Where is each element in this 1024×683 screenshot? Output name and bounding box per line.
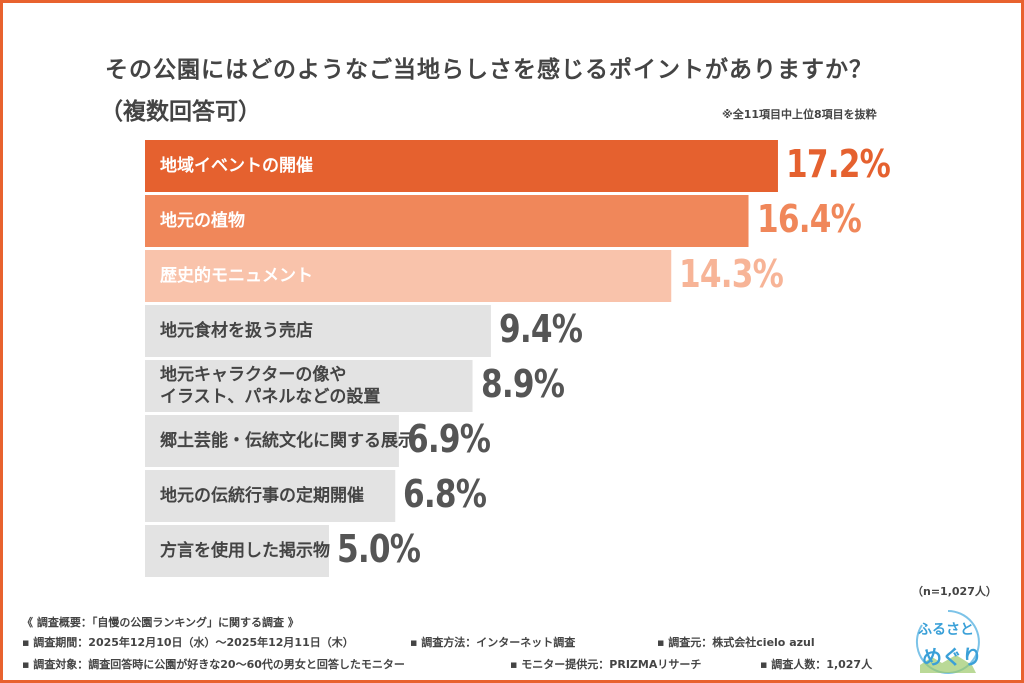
logo-text-2: めぐり [922, 645, 982, 669]
bar-2 [145, 250, 672, 302]
footer-source: ▪ 調査元：株式会社cielo azul [657, 636, 815, 649]
footer-target: ▪ 調査対象：調査回答時に公園が好きな20～60代の男女と回答したモニター [22, 658, 405, 671]
bar-7 [145, 525, 329, 577]
category-label: 地元の植物 [160, 211, 245, 231]
footer-heading: 《 調査概要：「自慢の公園ランキング」に関する調査 》 [22, 616, 299, 629]
value-label: 8.9% [480, 362, 565, 406]
bar-6 [145, 470, 396, 522]
footer-provider: ▪ モニター提供元：PRIZMAリサーチ [510, 658, 702, 671]
value-label: 16.4% [756, 197, 862, 241]
value-label: 17.2% [785, 142, 891, 186]
chart-subtitle: （複数回答可） [100, 99, 261, 125]
category-label: 地域イベントの開催 [160, 156, 313, 176]
sample-size: （n=1,027人） [912, 585, 997, 598]
category-label: 方言を使用した掲示物 [160, 541, 330, 561]
bar-1 [145, 195, 749, 247]
chart-title: その公園にはどのようなご当地らしさを感じるポイントがありますか？ [105, 57, 873, 83]
category-label: 歴史的モニュメント [160, 266, 313, 286]
value-label: 6.9% [406, 417, 491, 461]
value-label: 9.4% [498, 307, 583, 351]
footer-row-2: ▪ 調査対象：調査回答時に公園が好きな20～60代の男女と回答したモニター ▪ … [22, 656, 922, 671]
value-label: 14.3% [679, 252, 784, 296]
bar-3 [145, 305, 491, 357]
footer-period: ▪ 調査期間：2025年12月10日（水）～2025年12月11日（木） [22, 636, 354, 649]
logo-ring-icon [915, 610, 980, 674]
value-label: 5.0% [337, 527, 421, 571]
furusato-meguri-logo: ふるさと めぐり [912, 607, 984, 677]
category-label: 郷土芸能・伝統文化に関する展示 [160, 431, 415, 451]
footer-row-1: ▪ 調査期間：2025年12月10日（水）～2025年12月11日（木） ▪ 調… [22, 634, 922, 649]
footer-count: ▪ 調査人数：1,027人 [760, 658, 873, 671]
bar-4 [145, 360, 473, 412]
footer-method: ▪ 調査方法：インターネット調査 [410, 636, 576, 649]
value-label: 6.8% [403, 472, 487, 516]
bar-0 [145, 140, 778, 192]
category-label: 地元の伝統行事の定期開催 [160, 486, 364, 506]
bar-5 [145, 415, 399, 467]
logo-text-1: ふるさと [918, 622, 974, 638]
chart-note: ※全11項目中上位8項目を抜粋 [722, 108, 877, 121]
category-label: 地元キャラクターの像や イラスト、パネルなどの設置 [160, 365, 381, 407]
category-label: 地元食材を扱う売店 [160, 321, 313, 341]
